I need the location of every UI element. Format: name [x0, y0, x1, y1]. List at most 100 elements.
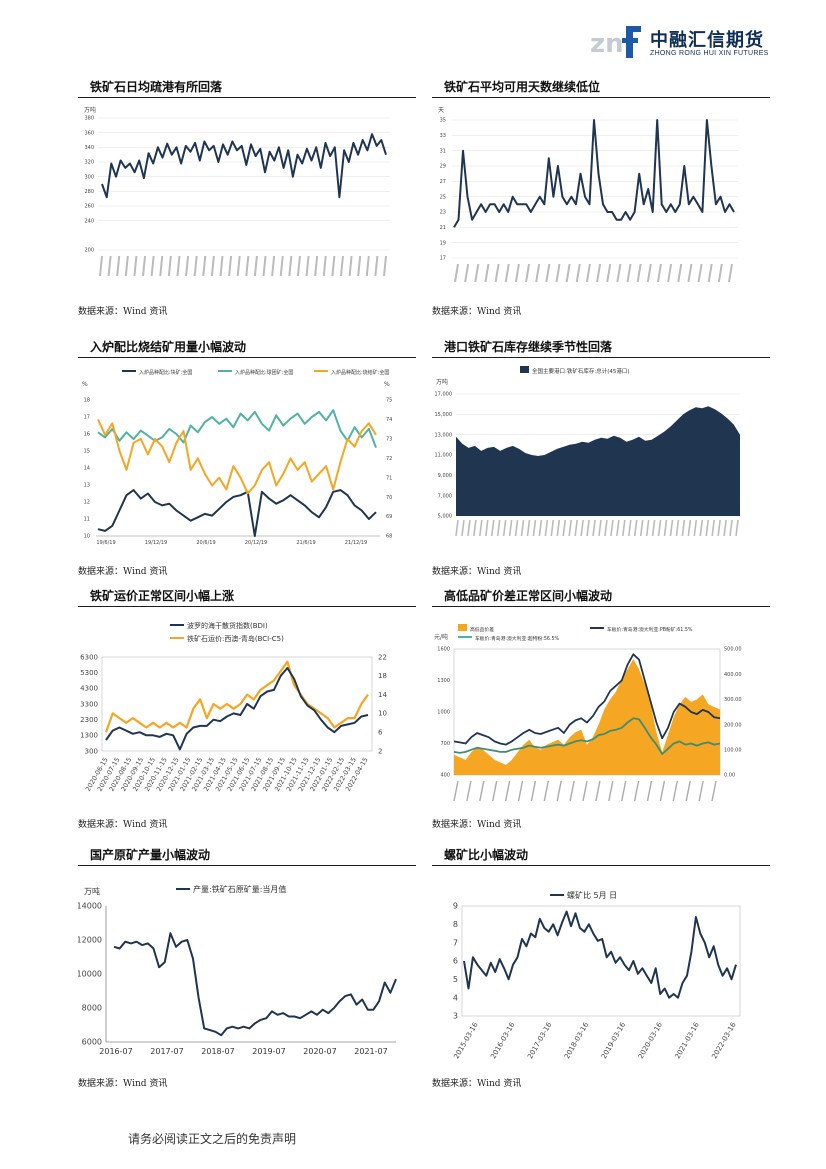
- data-source: 数据来源：Wind 资讯: [78, 307, 168, 317]
- x-tick-label: [296, 255, 301, 277]
- series-line: [113, 932, 397, 1037]
- y-tick-label: 27: [440, 179, 446, 185]
- y-tick-label: 1300: [80, 732, 98, 740]
- panel-domestic-ore-output: 国产原矿产量小幅波动 产量:铁矿石原矿量:当月值 万吨 6000 8000 10000 1…: [78, 846, 416, 1092]
- legend-label: 入炉品种配比:球团矿:全国: [235, 369, 293, 376]
- x-tick-label: [525, 263, 531, 283]
- disclaimer-footer: 请务必阅读正文之后的免责声明: [128, 1132, 297, 1146]
- x-tick-label: [574, 519, 578, 537]
- x-tick-label: [677, 263, 683, 283]
- y-tick-label: 300: [84, 174, 94, 180]
- x-tick-label: [116, 255, 121, 277]
- data-source: 数据来源：Wind 资讯: [432, 307, 522, 317]
- y-tick-label: 10: [378, 710, 387, 718]
- panel-port-clearance: 铁矿石日均疏港有所回落 万吨 200 240 260 280 300 320 340 360 38…: [78, 78, 416, 320]
- title-divider: [432, 97, 770, 98]
- chart-grade-spread: 高低品价差 车板价:青岛港:澳大利亚:PB粉矿:61.5% 车板价:青岛港:澳大利亚…: [434, 624, 742, 802]
- panel-title: 螺矿比小幅波动: [444, 848, 529, 862]
- x-tick-label: [646, 780, 653, 802]
- x-tick-label: [639, 519, 644, 537]
- x-tick-label: 20/12/19: [245, 540, 267, 546]
- x-tick-label: [627, 519, 632, 537]
- y-tick-label: 500.00: [724, 647, 742, 653]
- x-tick-label: [202, 255, 207, 277]
- y-tick-label: 0.00: [724, 773, 735, 779]
- x-tick-label: [735, 519, 739, 537]
- y-tick-label: 17,000: [435, 392, 453, 398]
- y-tick-label: 73: [386, 437, 392, 443]
- x-tick-label: [99, 255, 103, 277]
- x-tick-label: [616, 263, 622, 283]
- x-tick-label: [455, 519, 459, 537]
- x-tick-label: [331, 255, 336, 277]
- x-tick-label: [314, 255, 319, 277]
- y-tick-label: 200: [84, 248, 94, 254]
- title-divider: [78, 865, 416, 866]
- x-tick-label: [490, 519, 495, 537]
- x-tick-label: [685, 780, 691, 802]
- y-tick-label: 340: [84, 145, 94, 151]
- x-tick-label: [107, 255, 112, 277]
- chart-furnace-ratio: % % 入炉品种配比:块矿:全国 入炉品种配比:球团矿:全国 入炉品种配比:烧结矿:全国…: [82, 369, 392, 546]
- title-divider: [78, 97, 416, 98]
- y-tick-label: 4: [453, 993, 458, 1002]
- x-tick-label: [496, 519, 501, 537]
- panel-title: 铁矿石日均疏港有所回落: [90, 80, 223, 94]
- panel-furnace-ratio: 入炉配比烧结矿用量小幅波动 %% 入炉品种配比:块矿:全国 入炉品种配比:球团矿:全…: [78, 338, 416, 580]
- y-tick-label: 300.00: [724, 697, 742, 703]
- x-tick-label: 2017-03-16: [526, 1021, 554, 1061]
- y-tick-label: 6: [378, 729, 383, 737]
- x-tick-label: [504, 780, 511, 802]
- x-tick-label: [586, 519, 590, 537]
- x-tick-label: 2022-03-16: [710, 1021, 738, 1061]
- y-tick-label: 10000: [78, 970, 102, 979]
- series-line: [97, 489, 377, 537]
- series-line: [453, 119, 735, 228]
- legend-label: 铁矿石运价:西澳-青岛(BCI-C5): [187, 634, 284, 643]
- y-tick-label: 7,000: [438, 493, 452, 499]
- y-tick-label: 14: [378, 691, 387, 699]
- y-tick-label: 6: [453, 957, 458, 966]
- x-tick-label: [543, 780, 549, 802]
- x-tick-label: [544, 519, 549, 537]
- y-axis-unit: 万吨: [84, 886, 100, 896]
- y-tick-label: 400.00: [724, 672, 742, 678]
- x-tick-label: [502, 519, 507, 537]
- x-tick-label: [585, 263, 591, 283]
- x-tick-label: [667, 263, 673, 283]
- x-tick-label: [348, 255, 353, 277]
- x-tick-label: [565, 263, 571, 283]
- x-tick-label: 2016-03-16: [489, 1021, 517, 1061]
- panel-grade-spread: 高低品矿价差正常区间小幅波动 高低品价差 车板价:青岛港:澳大利亚:PB粉矿:61…: [432, 587, 770, 835]
- x-tick-label: [606, 263, 612, 283]
- y-axis-unit-right: %: [384, 381, 390, 388]
- x-tick-label: [717, 263, 723, 283]
- x-tick-label: 2017-07: [150, 1047, 183, 1056]
- chart-port-clearance: 万吨 200 240 260 280 300 320 340 360 380: [84, 106, 390, 277]
- panel-available-days: 铁矿石平均可用天数继续低位 天 17 19 21 23 25 27 29 31 33 35 数据来源…: [432, 78, 770, 320]
- x-tick-label: 19/6/19: [96, 540, 115, 546]
- x-tick-label: 2020-03-16: [637, 1021, 665, 1061]
- y-tick-label: 2300: [80, 716, 98, 724]
- x-tick-label: [365, 255, 370, 277]
- y-tick-label: 33: [440, 133, 446, 139]
- y-tick-label: 5,000: [438, 514, 452, 520]
- x-tick-label: [176, 255, 181, 277]
- company-logo: zn 中融汇信期货 ZHONG RONG HUI XIN FUTURES: [590, 22, 780, 62]
- y-tick-label: 3300: [80, 700, 98, 708]
- chart-freight-rate: 波罗的海干散货指数(BDI) 铁矿石运价:西澳-青岛(BCI-C5) 300 1300…: [80, 621, 387, 793]
- data-source: 数据来源：Wind 资讯: [78, 1079, 168, 1089]
- x-tick-label: [520, 519, 525, 537]
- plot-frame: [101, 656, 373, 752]
- x-tick-label: [271, 255, 276, 277]
- y-tick-label: 400: [440, 773, 450, 779]
- x-tick-label: [454, 263, 459, 283]
- series-area: [456, 406, 740, 516]
- y-tick-label: 14: [84, 466, 90, 472]
- x-tick-label: [461, 519, 465, 537]
- y-tick-label: 9,000: [438, 473, 452, 479]
- y-tick-label: 16: [84, 432, 90, 438]
- y-tick-label: 21: [440, 225, 446, 231]
- y-tick-label: 3: [453, 1012, 458, 1021]
- panel-title: 入炉配比烧结矿用量小幅波动: [90, 340, 247, 354]
